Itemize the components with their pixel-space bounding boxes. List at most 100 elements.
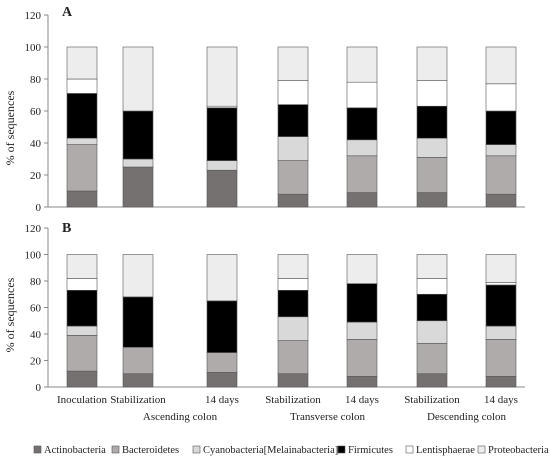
bar-cyanobacteria-melainabacteria xyxy=(122,158,154,168)
y-tick-label: 100 xyxy=(25,42,42,54)
bar-cyanobacteria-melainabacteria xyxy=(416,320,448,344)
bar-actinobacteria xyxy=(346,192,378,208)
bar-firmicutes xyxy=(277,289,309,318)
bar-cyanobacteria-melainabacteria xyxy=(416,137,448,158)
legend-swatch-firmicutes xyxy=(337,445,346,454)
y-tick-label: 60 xyxy=(30,303,42,315)
bar-lentisphaerae xyxy=(416,80,448,107)
y-tick-label: 20 xyxy=(30,170,42,182)
x-category-label: Stabilization xyxy=(110,394,166,406)
bar-bacteroidetes xyxy=(485,338,517,377)
bar-lentisphaerae xyxy=(66,78,98,94)
bar-actinobacteria xyxy=(66,370,98,388)
bar-lentisphaerae xyxy=(277,278,309,291)
y-tick-label: 0 xyxy=(36,202,42,214)
y-tick-label: 20 xyxy=(30,356,42,368)
bar-actinobacteria xyxy=(485,193,517,208)
legend-label-proteobacteria: Proteobacteria xyxy=(488,445,549,456)
legend-label-bacteroidetes: Bacteroidetes xyxy=(122,445,179,456)
bar-cyanobacteria-melainabacteria xyxy=(66,137,98,145)
bar-firmicutes xyxy=(277,104,309,137)
legend-label-lentisphaerae: Lentisphaerae xyxy=(416,445,475,456)
bar-proteobacteria xyxy=(66,254,98,279)
bar-lentisphaerae xyxy=(66,278,98,291)
bar-bacteroidetes xyxy=(416,342,448,375)
bar-firmicutes xyxy=(122,110,154,160)
bar-proteobacteria xyxy=(346,254,378,284)
legend-label-firmicutes: Firmicutes xyxy=(348,445,393,456)
bar-actinobacteria xyxy=(416,192,448,208)
bar-proteobacteria xyxy=(416,254,448,279)
bar-proteobacteria xyxy=(122,254,154,298)
panel-a-y-axis-title: % of sequences xyxy=(3,90,17,165)
bar-proteobacteria xyxy=(66,46,98,80)
bar-firmicutes xyxy=(416,105,448,139)
x-category-label: 14 days xyxy=(205,394,239,406)
bar-lentisphaerae xyxy=(485,282,517,286)
bar-bacteroidetes xyxy=(206,352,238,373)
bar-proteobacteria xyxy=(122,46,154,112)
x-category-label: Inoculation xyxy=(57,394,108,406)
legend-label-actinobacteria: Actinobacteria xyxy=(44,445,106,456)
legend-swatch-lentisphaerae xyxy=(405,445,414,454)
x-group-label: Transverse colon xyxy=(290,411,366,423)
legend-swatch-actinobacteria xyxy=(33,445,42,454)
bar-proteobacteria xyxy=(416,46,448,81)
bar-proteobacteria xyxy=(485,46,517,85)
y-tick-label: 120 xyxy=(25,10,42,22)
x-group-label: Descending colon xyxy=(427,411,507,423)
y-tick-label: 0 xyxy=(36,382,42,394)
legend-swatch-proteobacteria xyxy=(477,445,486,454)
bar-bacteroidetes xyxy=(346,338,378,377)
bar-lentisphaerae xyxy=(346,81,378,109)
legend: Actinobacteria Bacteroidetes Cyanobacteria… xyxy=(33,445,549,456)
bar-actinobacteria xyxy=(277,193,309,208)
x-category-label: 14 days xyxy=(484,394,518,406)
bar-actinobacteria xyxy=(485,376,517,388)
bar-cyanobacteria-melainabacteria xyxy=(346,139,378,157)
bar-lentisphaerae xyxy=(485,83,517,112)
bar-cyanobacteria-melainabacteria xyxy=(277,136,309,161)
bar-cyanobacteria-melainabacteria xyxy=(66,325,98,336)
bar-firmicutes xyxy=(66,289,98,327)
bar-proteobacteria xyxy=(277,46,309,81)
panel-a: A % of sequences 0 20 40 60 80 100 120 xyxy=(3,5,525,214)
legend-swatch-bacteroidetes xyxy=(111,445,120,454)
x-category-label: Stabilization xyxy=(265,394,321,406)
y-tick-label: 80 xyxy=(30,74,42,86)
bar-proteobacteria xyxy=(277,254,309,279)
panel-b-label: B xyxy=(62,221,71,236)
bar-bacteroidetes xyxy=(66,335,98,372)
y-tick-label: 40 xyxy=(30,138,42,150)
bar-bacteroidetes xyxy=(416,157,448,193)
bar-cyanobacteria-melainabacteria xyxy=(485,325,517,340)
bar-cyanobacteria-melainabacteria xyxy=(485,144,517,157)
bar-bacteroidetes xyxy=(122,346,154,375)
bar-proteobacteria xyxy=(346,46,378,83)
bar-actinobacteria xyxy=(277,373,309,388)
panel-b: B % of sequences 0 20 40 60 80 100 120 xyxy=(3,221,525,394)
bar-lentisphaerae xyxy=(416,278,448,295)
y-tick-label: 60 xyxy=(30,106,42,118)
bar-cyanobacteria-melainabacteria xyxy=(277,316,309,341)
y-tick-label: 100 xyxy=(25,250,42,262)
bar-proteobacteria xyxy=(206,254,238,302)
bar-actinobacteria xyxy=(66,190,98,208)
y-tick-label: 120 xyxy=(25,223,42,235)
y-tick-label: 80 xyxy=(30,276,42,288)
bar-bacteroidetes xyxy=(346,155,378,193)
bar-actinobacteria xyxy=(206,169,238,208)
bar-actinobacteria xyxy=(122,166,154,208)
x-category-label: 14 days xyxy=(345,394,379,406)
bar-firmicutes xyxy=(122,296,154,348)
x-group-label: Ascending colon xyxy=(143,411,218,423)
bar-firmicutes xyxy=(206,107,238,161)
panel-b-y-axis-title: % of sequences xyxy=(3,277,17,352)
bar-actinobacteria xyxy=(122,373,154,388)
legend-label-cyanobacteria-melainabacteria: Cyanobacteria[Melainabacteria] xyxy=(203,445,338,456)
bar-cyanobacteria-melainabacteria xyxy=(346,321,378,340)
bar-firmicutes xyxy=(416,293,448,322)
bar-bacteroidetes xyxy=(485,155,517,195)
